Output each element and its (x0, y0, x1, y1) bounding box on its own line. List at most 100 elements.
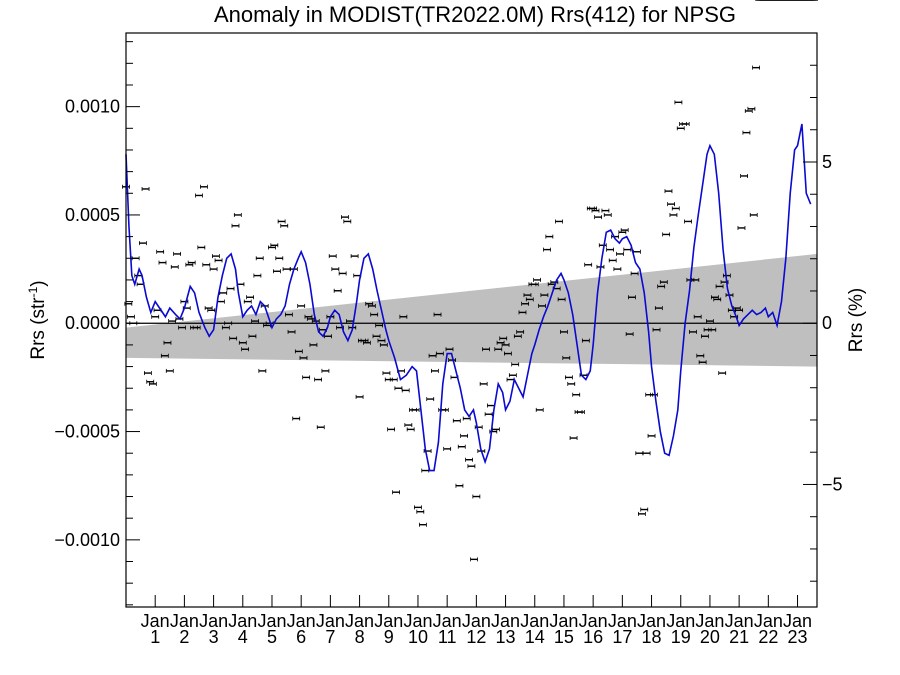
x-tick-label-month: Jan (462, 611, 491, 631)
observation-point (226, 286, 235, 291)
observation-point (399, 314, 408, 319)
x-axis: Jan1Jan2Jan3Jan4Jan5Jan6Jan7Jan8Jan9Jan1… (141, 595, 812, 647)
observation-point (294, 349, 303, 354)
observation-point (143, 371, 152, 376)
observation-point (251, 319, 259, 324)
x-tick-label-year: 7 (325, 627, 335, 647)
observation-point (635, 451, 644, 456)
x-tick-label-year: 3 (209, 627, 219, 647)
observation-point (533, 277, 541, 282)
observation-point (426, 397, 435, 402)
observation-point (543, 247, 551, 252)
observation-point (501, 342, 510, 347)
observation-point (562, 355, 571, 360)
observation-point (207, 308, 216, 313)
observation-point (659, 280, 668, 285)
observation-point (525, 297, 534, 302)
observation-point (204, 306, 213, 311)
x-tick-label-year: 16 (583, 627, 603, 647)
observation-point (355, 394, 364, 399)
observation-point (742, 130, 751, 135)
observation-point (576, 410, 585, 415)
y-axis-title: Rrs (str-1) (26, 280, 49, 359)
observation-point (229, 336, 238, 341)
observation-point (535, 407, 544, 412)
trend-band (126, 253, 817, 367)
x-tick-label-year: 20 (700, 627, 720, 647)
observation-point (565, 375, 573, 380)
x-tick-label-month: Jan (520, 611, 549, 631)
x-tick-label-month: Jan (403, 611, 432, 631)
observation-point (499, 336, 508, 341)
observation-point (545, 234, 554, 239)
observation-point (445, 347, 454, 352)
observation-point (394, 386, 403, 391)
observation-point (484, 412, 493, 417)
observation-point (241, 347, 250, 352)
observation-point (280, 223, 289, 228)
observation-point (292, 416, 301, 421)
observation-point (581, 338, 590, 343)
x-tick-label-month: Jan (725, 611, 754, 631)
observation-point (647, 433, 656, 438)
y-axis-title-text: Rrs (str (28, 297, 49, 360)
observation-point (657, 284, 666, 289)
x-tick-label-month: Jan (345, 611, 374, 631)
observation-point (572, 392, 581, 397)
observation-point (462, 416, 471, 421)
observation-point (187, 260, 196, 265)
plot-frame (125, 32, 818, 608)
observation-point (297, 303, 306, 308)
y2-tick-label: −5 (822, 474, 843, 494)
x-tick-label-month: Jan (287, 611, 316, 631)
observation-point (221, 325, 230, 330)
observation-point (431, 368, 439, 373)
observation-point (258, 368, 267, 373)
observation-point (275, 256, 284, 261)
observation-point (212, 254, 220, 259)
observation-point (482, 347, 490, 352)
x-tick-label-month: Jan (374, 611, 403, 631)
observation-point (591, 208, 600, 213)
observation-point (628, 295, 636, 300)
observation-point (216, 299, 225, 304)
observation-point (433, 312, 442, 317)
x-tick-label-month: Jan (783, 611, 812, 631)
observation-point (401, 388, 410, 393)
observation-point (416, 509, 425, 514)
observation-point (282, 267, 291, 272)
observation-point (487, 403, 495, 408)
observation-point (511, 362, 520, 367)
observation-point (131, 256, 140, 261)
x-tick-label-month: Jan (579, 611, 608, 631)
observation-point (178, 325, 186, 330)
x-tick-label-year: 14 (525, 627, 545, 647)
x-tick-label-year: 18 (642, 627, 662, 647)
observation-point (151, 314, 160, 319)
observation-point (601, 208, 610, 213)
observation-point (606, 247, 614, 252)
observation-point (200, 184, 208, 189)
observation-point (170, 264, 179, 269)
observation-point (414, 505, 422, 510)
observation-point (333, 288, 342, 293)
observation-point (173, 251, 181, 256)
observation-point (722, 273, 731, 278)
observation-point (567, 381, 576, 386)
x-tick-label-year: 10 (408, 627, 428, 647)
observation-point (465, 457, 473, 462)
x-tick-label-year: 8 (355, 627, 365, 647)
observation-point (496, 340, 505, 345)
observation-point (638, 511, 646, 516)
observation-point (618, 230, 627, 235)
observation-point (538, 303, 546, 308)
observation-point (253, 273, 262, 278)
observation-point (287, 329, 296, 334)
observation-point (735, 308, 744, 313)
observation-point (411, 407, 420, 412)
observation-point (530, 282, 539, 287)
observation-point (470, 557, 478, 562)
observation-point (540, 293, 549, 298)
x-tick-label-month: Jan (637, 611, 666, 631)
